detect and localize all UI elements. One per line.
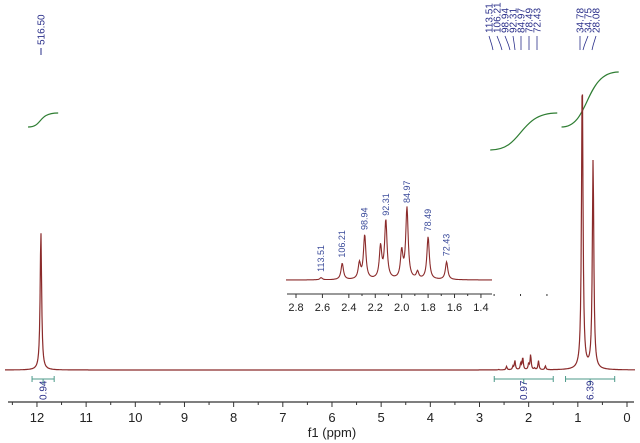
- peak-label: 28.08: [592, 8, 603, 33]
- inset-x-tick-label: 2.6: [315, 302, 330, 314]
- peak-label: 84.97: [517, 8, 528, 33]
- peak-label: 98.94: [501, 8, 512, 33]
- peak-label: 72.43: [533, 8, 544, 33]
- x-tick-label: 3: [476, 410, 483, 425]
- x-tick-label: 5: [378, 410, 385, 425]
- peak-label: 113.51: [485, 3, 496, 33]
- x-tick-label: 10: [128, 410, 142, 425]
- inset-spectrum-line: [286, 206, 492, 281]
- inset-x-tick-label: 2.2: [368, 302, 383, 314]
- inset-peak-label: 98.94: [360, 207, 370, 230]
- integral-value: 0.97: [519, 380, 530, 400]
- integral-curve: [490, 112, 558, 151]
- peak-label-line: [496, 35, 503, 51]
- x-axis-label: f1 (ppm): [308, 425, 356, 440]
- inset-peak-label: 84.97: [402, 180, 412, 203]
- integral-value: 6.39: [586, 380, 597, 400]
- inset-x-tick-label: 2.4: [341, 302, 356, 314]
- inset-x-tick-label: 1.6: [447, 302, 462, 314]
- peak-label: 92.31: [509, 8, 520, 33]
- peak-labels: 516.50 113.51106.2198.9492.3184.9778.4972…: [37, 2, 603, 55]
- peak-label-line: [512, 35, 516, 51]
- peak-label-line: [488, 35, 494, 51]
- x-tick-label: 0: [623, 410, 630, 425]
- inset-spectrum: 2.8 2.6 2.4 2.2 2.0 1.8 1.6 1.4 113.51 106.21 98.9…: [286, 180, 548, 314]
- spectrum-line: [5, 94, 635, 371]
- x-tick-label: 6: [328, 410, 335, 425]
- inset-peak-label: 113.51: [316, 245, 326, 272]
- inset-peak-label: 78.49: [423, 209, 433, 232]
- peak-label: 34.78: [576, 8, 587, 33]
- x-axis: 12 11 10 9 8 7 6 5 4 3 2 1 0: [8, 401, 634, 425]
- integral-curve: [561, 71, 619, 128]
- peak-label-line: [582, 35, 589, 51]
- x-tick-label: 2: [525, 410, 532, 425]
- inset-x-tick-label: 2.8: [288, 302, 303, 314]
- peak-label: 516.50: [37, 14, 48, 45]
- integral-curve: [28, 112, 59, 128]
- inset-peak-label: 106.21: [337, 230, 347, 258]
- inset-peak-label: 92.31: [381, 193, 391, 216]
- x-tick-label: 9: [181, 410, 188, 425]
- x-tick-label: 8: [230, 410, 237, 425]
- integral-bars: 0.94 0.97 6.39: [31, 376, 616, 400]
- peak-label-line: [591, 35, 597, 51]
- inset-x-tick-label: 2.0: [394, 302, 409, 314]
- integral-value: 0.94: [39, 380, 50, 400]
- x-tick-label: 11: [79, 410, 93, 425]
- inset-x-tick-label: 1.8: [420, 302, 435, 314]
- peak-label: 34.75: [584, 8, 595, 33]
- x-tick-label: 7: [279, 410, 286, 425]
- x-tick-label: 12: [30, 410, 44, 425]
- x-tick-label: 1: [574, 410, 581, 425]
- inset-x-tick-label: 1.4: [473, 302, 488, 314]
- peak-label: 106.21: [493, 2, 504, 33]
- peak-label-line: [504, 35, 511, 51]
- inset-peak-label: 72.43: [442, 234, 452, 257]
- peak-label: 78.49: [525, 8, 536, 33]
- integral-curves: [28, 71, 619, 151]
- x-tick-label: 4: [427, 410, 434, 425]
